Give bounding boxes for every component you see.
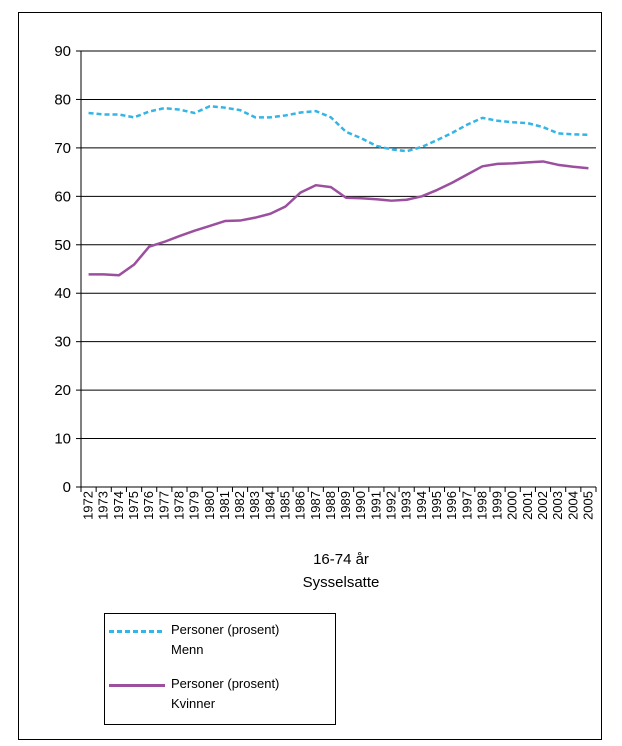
series-line-1 <box>88 160 589 277</box>
legend-label-kvinner: Personer (prosent) Kvinner <box>171 676 280 711</box>
x-tick-label-1997: 1997 <box>459 491 474 520</box>
x-axis-title-line-1: 16-74 år <box>313 551 369 568</box>
x-tick-label-1991: 1991 <box>368 491 383 520</box>
y-tick-label-70: 70 <box>54 140 71 157</box>
x-tick-label-2003: 2003 <box>550 491 565 520</box>
x-tick-label-1993: 1993 <box>399 491 414 520</box>
x-tick-label-1974: 1974 <box>111 491 126 520</box>
x-tick-label-2001: 2001 <box>520 491 535 520</box>
x-tick-label-1998: 1998 <box>474 491 489 520</box>
x-tick-label-1995: 1995 <box>429 491 444 520</box>
y-tick-label-80: 80 <box>54 91 71 108</box>
x-tick-label-1978: 1978 <box>171 491 186 520</box>
x-tick-label-1990: 1990 <box>353 491 368 520</box>
x-tick-label-1981: 1981 <box>217 491 232 520</box>
x-tick-labels: 1972 1973 1974 1975 1976 1977 1978 1979 1980 1981… <box>81 491 596 520</box>
y-tick-label-30: 30 <box>54 334 71 351</box>
x-axis-title-line-2: Sysselsatte <box>303 574 380 591</box>
legend-entry-menn: Personer (prosent) Menn <box>105 620 335 670</box>
x-tick-label-1979: 1979 <box>187 491 202 520</box>
chart-frame: 0 10 20 30 40 50 60 70 80 90 1972 1973 1974 1975 1976… <box>18 12 602 740</box>
legend-swatch-kvinner <box>109 684 165 687</box>
x-tick-label-1977: 1977 <box>156 491 171 520</box>
x-tick-label-1973: 1973 <box>96 491 111 520</box>
x-tick-label-1982: 1982 <box>232 491 247 520</box>
x-tick-label-1992: 1992 <box>384 491 399 520</box>
legend-label-menn: Personer (prosent) Menn <box>171 622 280 657</box>
legend-entry-kvinner: Personer (prosent) Kvinner <box>105 674 335 724</box>
y-tick-labels: 0 10 20 30 40 50 60 70 80 90 <box>54 43 71 496</box>
x-tick-label-1983: 1983 <box>247 491 262 520</box>
y-tick-label-10: 10 <box>54 431 71 448</box>
series-line-0 <box>88 104 589 153</box>
x-tick-label-1976: 1976 <box>141 491 156 520</box>
x-tick-label-2004: 2004 <box>565 491 580 520</box>
x-tick-label-1988: 1988 <box>323 491 338 520</box>
gridlines <box>81 50 596 440</box>
x-tick-label-1987: 1987 <box>308 491 323 520</box>
legend-swatch-menn <box>109 630 165 633</box>
series-lines <box>88 104 589 277</box>
x-tick-label-2000: 2000 <box>505 491 520 520</box>
x-tick-label-2005: 2005 <box>580 491 595 520</box>
x-tick-label-1975: 1975 <box>126 491 141 520</box>
y-tick-label-50: 50 <box>54 237 71 254</box>
y-tick-label-60: 60 <box>54 188 71 205</box>
y-tick-label-90: 90 <box>54 43 71 60</box>
axes <box>76 50 597 492</box>
x-tick-label-1999: 1999 <box>490 491 505 520</box>
x-tick-label-1980: 1980 <box>202 491 217 520</box>
y-tick-label-0: 0 <box>63 479 71 496</box>
x-tick-label-1986: 1986 <box>293 491 308 520</box>
y-tick-label-40: 40 <box>54 285 71 302</box>
x-tick-label-1989: 1989 <box>338 491 353 520</box>
x-tick-label-1972: 1972 <box>81 491 96 520</box>
y-tick-label-20: 20 <box>54 382 71 399</box>
x-tick-label-1985: 1985 <box>277 491 292 520</box>
line-chart: 0 10 20 30 40 50 60 70 80 90 1972 1973 1974 1975 1976… <box>54 43 597 591</box>
x-tick-label-1996: 1996 <box>444 491 459 520</box>
x-tick-label-1994: 1994 <box>414 491 429 520</box>
legend: Personer (prosent) Menn Personer (prosen… <box>104 613 336 725</box>
x-tick-label-1984: 1984 <box>262 491 277 520</box>
x-tick-label-2002: 2002 <box>535 491 550 520</box>
